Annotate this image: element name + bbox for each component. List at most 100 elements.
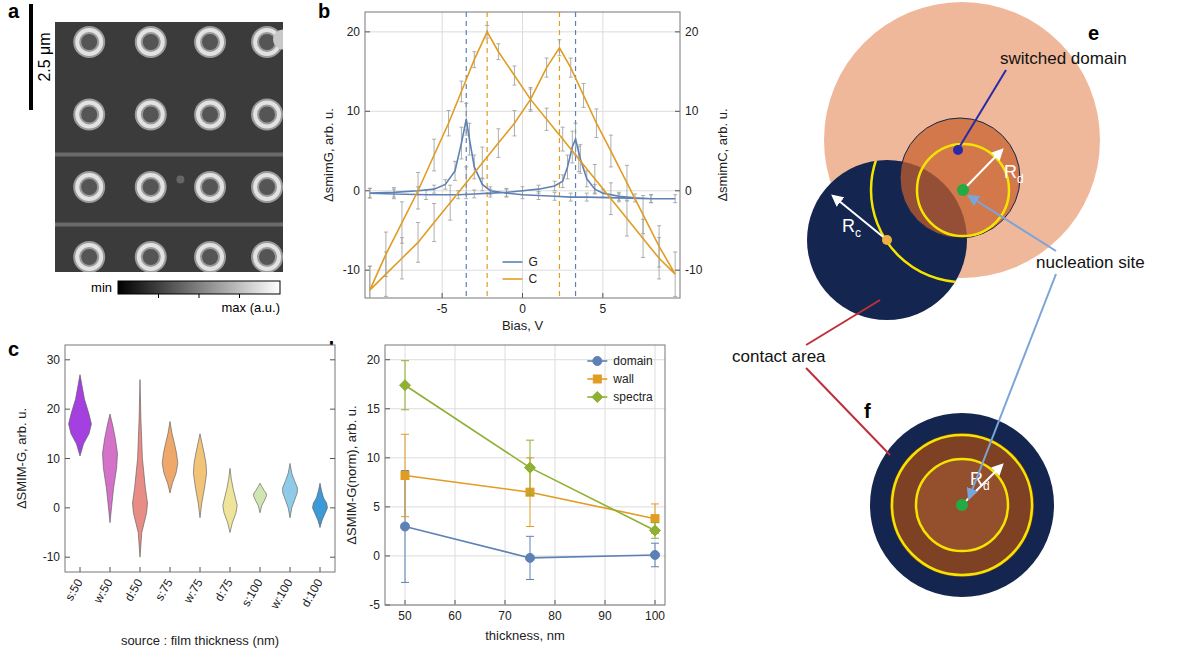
tick-label: 0	[353, 184, 360, 198]
ring	[139, 245, 163, 269]
legend-label: spectra	[613, 390, 653, 404]
nucleation-site	[956, 499, 968, 511]
ring	[77, 245, 101, 269]
tick-label: -10	[343, 263, 361, 277]
tick-label: 5	[373, 500, 380, 514]
violin	[253, 483, 266, 513]
tick-label: 20	[47, 402, 61, 416]
tick	[330, 409, 335, 410]
tick-label: s:50	[62, 576, 86, 603]
tick	[605, 600, 606, 605]
tick-label: 15	[367, 402, 381, 416]
micrograph	[55, 22, 283, 272]
plot-area	[365, 12, 680, 298]
ring-halo	[198, 103, 222, 127]
point	[401, 522, 410, 531]
tick-label: -10	[685, 263, 703, 277]
tick	[365, 270, 370, 271]
ring-halo	[77, 103, 101, 127]
tick-label: d:100	[298, 576, 325, 609]
blob	[176, 176, 184, 184]
radius-subscript: d	[983, 479, 990, 493]
violin	[313, 483, 328, 527]
tick	[110, 567, 111, 572]
tick	[385, 359, 390, 360]
ring-halo	[198, 245, 222, 269]
tick-label: w:100	[267, 576, 296, 612]
tick-label: 10	[685, 104, 699, 118]
ring	[255, 175, 279, 199]
legend-label: G	[529, 255, 538, 269]
growth-front	[916, 459, 1008, 551]
grid-line	[605, 345, 606, 605]
tick-label: 0	[373, 549, 380, 563]
callout-line	[969, 274, 1056, 498]
ring	[77, 103, 101, 127]
radius-arrow	[833, 196, 887, 240]
switching-line	[466, 12, 467, 298]
tick	[65, 458, 70, 459]
tick	[602, 293, 603, 298]
error-bar	[401, 434, 409, 516]
ring	[198, 103, 222, 127]
legend-swatch	[503, 261, 523, 263]
ring-halo	[139, 30, 163, 54]
tick-label: 80	[548, 609, 562, 623]
tick	[290, 567, 291, 572]
radius-subscript: d	[1017, 172, 1024, 186]
plot-frame	[365, 12, 680, 298]
tick	[330, 458, 335, 459]
violin	[283, 463, 298, 517]
grid-line	[442, 12, 443, 298]
grid-line	[522, 12, 523, 298]
callout-label: nucleation site	[1036, 253, 1145, 272]
tick-label: 20	[367, 353, 381, 367]
ring-halo	[77, 175, 101, 199]
grid-line	[455, 345, 456, 605]
colorbar-tick	[158, 294, 159, 298]
tick	[675, 270, 680, 271]
growth-front	[871, 98, 1055, 282]
plot-frame	[65, 345, 335, 572]
ring	[139, 30, 163, 54]
tick-label: 90	[598, 609, 612, 623]
tick	[385, 408, 390, 409]
domain-centre	[953, 145, 963, 155]
switched-domain	[890, 433, 1034, 577]
grid-line	[385, 457, 665, 458]
ring-partial	[273, 30, 283, 50]
tick	[655, 600, 656, 605]
tick-label: 0	[685, 184, 692, 198]
ring-halo	[198, 30, 222, 54]
tick-label: 50	[398, 609, 412, 623]
tick-label: 10	[47, 452, 61, 466]
axis-title: source : film thickness (nm)	[121, 633, 279, 648]
ring	[139, 175, 163, 199]
axis-title: ΔsmimC, arb. u.	[715, 108, 730, 201]
error-bar	[526, 536, 534, 579]
tick	[65, 409, 70, 410]
tick	[505, 600, 506, 605]
ring	[77, 175, 101, 199]
violin	[223, 468, 237, 532]
radius-arrow	[963, 150, 1002, 190]
tick	[365, 31, 370, 32]
colorbar	[118, 281, 280, 294]
plot-marks	[400, 361, 661, 583]
radius-label: Rc	[842, 216, 861, 240]
ring-halo	[139, 175, 163, 199]
tick	[385, 506, 390, 507]
tick-label: 10	[367, 451, 381, 465]
axis-title: ΔsmimG, arb. u.	[321, 108, 336, 202]
ring-halo	[255, 175, 279, 199]
legend-label: domain	[613, 354, 652, 368]
violin	[103, 414, 118, 523]
radius-subscript: c	[855, 226, 861, 240]
tick	[330, 359, 335, 360]
callout-line	[806, 368, 890, 455]
plot-marks	[368, 12, 677, 298]
panel-letter: c	[8, 338, 19, 360]
grid-line	[602, 12, 603, 298]
axis-title: Bias, V	[502, 318, 544, 333]
colorbar-tick	[199, 294, 200, 298]
